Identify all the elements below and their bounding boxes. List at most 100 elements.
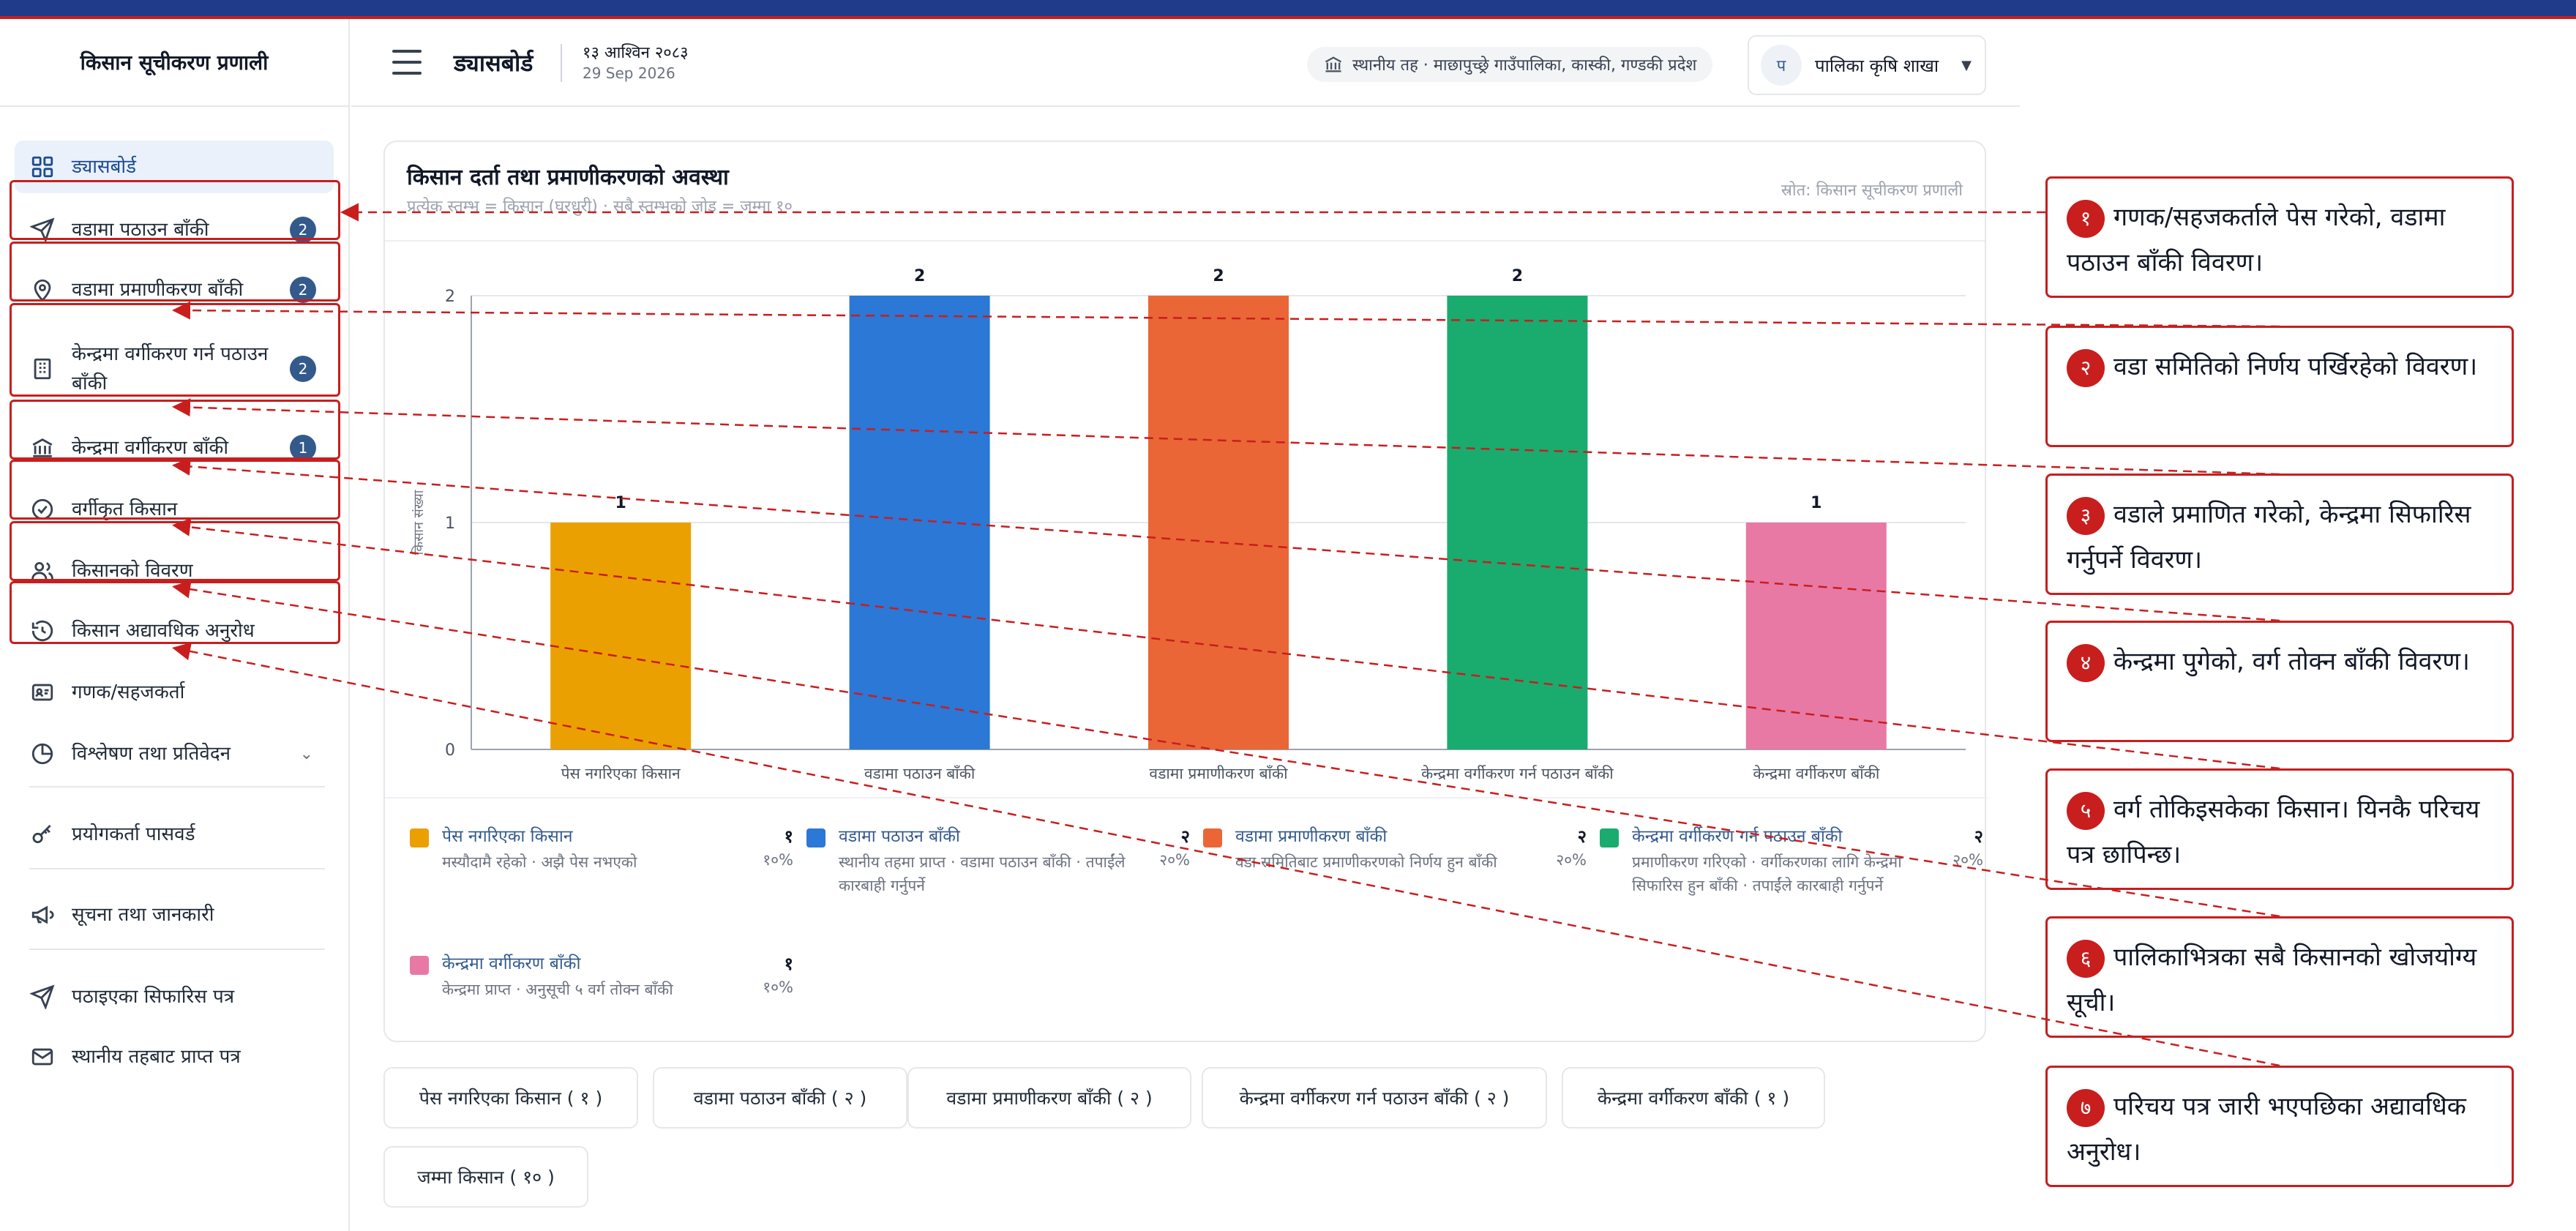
page-title: ड्यासबोर्ड: [454, 49, 533, 77]
megaphone-icon: [28, 900, 57, 929]
sidebar-item-user-password[interactable]: प्रयोगकर्ता पासवर्ड: [15, 808, 334, 861]
callout-number: ६: [2067, 939, 2105, 978]
filter-chip-ward-verify-pending[interactable]: वडामा प्रमाणीकरण बाँकी ( २ ): [907, 1067, 1191, 1129]
top-strip: [0, 0, 2576, 19]
bar: [1745, 523, 1887, 749]
legend-swatch: [410, 956, 429, 975]
nav-divider: [29, 786, 325, 787]
y-axis-label: किसान संख्या: [411, 490, 427, 555]
y-tick-label: 0: [445, 741, 455, 760]
app-title: किसान सूचीकरण प्रणाली: [0, 19, 348, 107]
sidebar-item-notices[interactable]: सूचना तथा जानकारी: [15, 888, 334, 941]
sidebar-item-label: किसान अद्यावधिक अनुरोध: [72, 620, 255, 642]
legend-percent: २०%: [1556, 851, 1587, 869]
callout-text: केन्द्रमा पुगेको, वर्ग तोक्न बाँकी विवरण…: [2113, 647, 2470, 676]
legend-swatch: [410, 828, 429, 848]
legend-value: २: [1577, 826, 1587, 847]
date-ad: 29 Sep 2026: [583, 64, 675, 82]
pie-chart-icon: [28, 739, 57, 768]
count-badge: 2: [290, 277, 316, 303]
filter-chip-center-classify-pending[interactable]: केन्द्रमा वर्गीकरण बाँकी ( १ ): [1562, 1067, 1825, 1129]
sidebar-item-received-letters[interactable]: स्थानीय तहबाट प्राप्त पत्र: [15, 1030, 334, 1083]
y-tick-label: 1: [445, 515, 455, 533]
bank-icon: [1323, 54, 1344, 75]
filter-chip-total-farmers[interactable]: जम्मा किसान ( १० ): [383, 1146, 588, 1208]
count-badge: 2: [290, 217, 316, 243]
send-icon: [28, 982, 57, 1011]
legend-value: २: [1180, 826, 1190, 847]
sidebar-item-farmer-details[interactable]: किसानको विवरण: [15, 545, 334, 597]
header-divider: [561, 44, 562, 82]
legend-item[interactable]: वडामा प्रमाणीकरण बाँकी वडा समितिबाट प्रम…: [1203, 824, 1587, 874]
sidebar-item-update-requests[interactable]: किसान अद्यावधिक अनुरोध: [15, 605, 334, 657]
sidebar-item-label: वर्गीकृत किसान: [72, 498, 178, 520]
avatar: प: [1761, 45, 1802, 86]
legend-item[interactable]: केन्द्रमा वर्गीकरण गर्न पठाउन बाँकी प्रम…: [1600, 824, 1983, 897]
bank-icon: [28, 433, 57, 463]
nav-divider: [29, 868, 325, 869]
sidebar-item-enumerators[interactable]: गणक/सहजकर्ता: [15, 666, 334, 719]
bar: [849, 296, 990, 749]
sidebar-item-label: प्रयोगकर्ता पासवर्ड: [72, 823, 195, 845]
bar-value-label: 1: [615, 494, 626, 512]
bar: [550, 523, 692, 749]
legend-item[interactable]: वडामा पठाउन बाँकी स्थानीय तहमा प्राप्त ·…: [806, 824, 1190, 897]
legend-desc: प्रमाणीकरण गरिएको · वर्गीकरणका लागि केन्…: [1632, 853, 1902, 894]
user-name: पालिका कृषि शाखा: [1815, 55, 1939, 76]
building-icon: [28, 354, 57, 383]
sidebar-item-label: गणक/सहजकर्ता: [72, 681, 185, 703]
legend-item[interactable]: पेस नगरिएका किसान मस्यौदामै रहेको · अझै …: [410, 824, 793, 874]
bar-chart: 0 1 2 किसान संख्या 1 पेस नगरिएका किसान 2 वडामा …: [385, 267, 1988, 798]
legend-swatch: [1600, 828, 1619, 848]
callout-number: ४: [2067, 643, 2105, 682]
send-icon: [28, 215, 57, 244]
legend-percent: १०%: [763, 979, 793, 996]
sidebar-item-center-classify-pending[interactable]: केन्द्रमा वर्गीकरण बाँकी 1: [15, 422, 334, 474]
sidebar-item-center-send-pending[interactable]: केन्द्रमा वर्गीकरण गर्न पठाउन बाँकी 2: [15, 325, 334, 413]
x-tick-label: वडामा प्रमाणीकरण बाँकी: [1149, 765, 1288, 782]
callout-number: ७: [2067, 1088, 2105, 1127]
annotation-callout: ६ पालिकाभित्रका सबै किसानको खोजयोग्य सूची…: [2045, 916, 2514, 1038]
sidebar-item-analysis-reports[interactable]: विश्लेषण तथा प्रतिवेदन ⌄: [15, 727, 334, 780]
filter-chip-center-send-pending[interactable]: केन्द्रमा वर्गीकरण गर्न पठाउन बाँकी ( २ …: [1202, 1067, 1547, 1129]
sidebar-item-label: वडामा प्रमाणीकरण बाँकी: [72, 279, 244, 301]
chevron-down-icon: ⌄: [299, 744, 313, 763]
users-icon: [28, 556, 57, 585]
sidebar-item-label: ड्यासबोर्ड: [72, 156, 137, 178]
sidebar-item-dashboard[interactable]: ड्यासबोर्ड: [15, 141, 334, 193]
legend-swatch: [806, 828, 825, 848]
sidebar-item-label: स्थानीय तहबाट प्राप्त पत्र: [72, 1046, 241, 1068]
status-chart-card: किसान दर्ता तथा प्रमाणीकरणको अवस्था प्रत…: [383, 141, 1988, 1042]
annotation-callout: ५ वर्ग तोकिइसकेका किसान। यिनकै परिचय पत्र…: [2045, 768, 2514, 890]
filter-chip-ward-send-pending[interactable]: वडामा पठाउन बाँकी ( २ ): [653, 1067, 907, 1129]
legend-value: १: [784, 826, 793, 847]
sidebar-item-classified-farmers[interactable]: वर्गीकृत किसान: [15, 483, 334, 536]
sidebar-item-label: सूचना तथा जानकारी: [72, 904, 214, 926]
sidebar-item-ward-send-pending[interactable]: वडामा पठाउन बाँकी 2: [15, 203, 334, 256]
legend-name: वडामा पठाउन बाँकी: [839, 827, 960, 846]
legend-swatch: [1203, 828, 1222, 848]
history-icon: [28, 616, 57, 646]
filter-chip-not-submitted[interactable]: पेस नगरिएका किसान ( १ ): [383, 1067, 638, 1129]
card-title: किसान दर्ता तथा प्रमाणीकरणको अवस्था: [407, 165, 729, 190]
bar-value-label: 2: [914, 267, 925, 285]
date-bs: १३ आश्विन २०८३: [583, 44, 689, 62]
hamburger-menu-icon[interactable]: [392, 50, 422, 75]
legend-desc: वडा समितिबाट प्रमाणीकरणको निर्णय हुन बाँ…: [1235, 853, 1497, 871]
y-tick-label: 2: [445, 288, 455, 306]
card-source: स्रोत: किसान सूचीकरण प्रणाली: [1781, 182, 1963, 200]
count-badge: 2: [290, 356, 316, 382]
legend-desc: स्थानीय तहमा प्राप्त · वडामा पठाउन बाँकी…: [839, 853, 1126, 894]
sidebar-item-sent-letters[interactable]: पठाइएका सिफारिस पत्र: [15, 970, 334, 1023]
sidebar-item-label: विश्लेषण तथा प्रतिवेदन: [72, 743, 231, 765]
nav-divider: [29, 948, 325, 950]
legend-item[interactable]: केन्द्रमा वर्गीकरण बाँकी केन्द्रमा प्राप…: [410, 951, 793, 1001]
bar-value-label: 2: [1512, 267, 1523, 285]
legend-percent: २०%: [1159, 851, 1190, 869]
sidebar-item-ward-verify-pending[interactable]: वडामा प्रमाणीकरण बाँकी 2: [15, 263, 334, 316]
user-menu[interactable]: प पालिका कृषि शाखा ▼: [1748, 35, 1986, 95]
caret-down-icon: ▼: [1961, 57, 1972, 73]
x-tick-label: केन्द्रमा वर्गीकरण गर्न पठाउन बाँकी: [1421, 765, 1614, 782]
annotation-callout: ३ वडाले प्रमाणित गरेको, केन्द्रमा सिफारिस…: [2045, 474, 2514, 595]
x-tick-label: वडामा पठाउन बाँकी: [864, 765, 976, 782]
